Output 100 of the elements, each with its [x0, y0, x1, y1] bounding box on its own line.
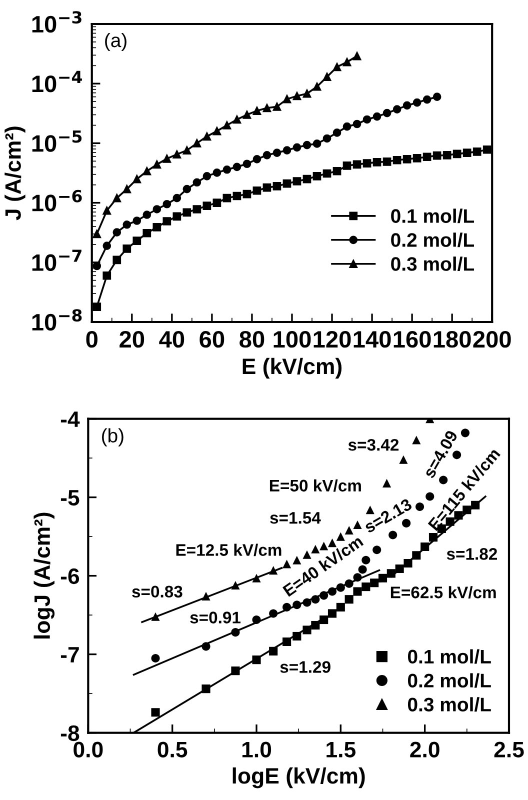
point: [320, 615, 328, 624]
point: [342, 122, 352, 131]
point: [202, 592, 210, 600]
point: [122, 220, 132, 229]
point: [272, 182, 282, 190]
x-tick-label: 40: [159, 330, 184, 348]
point: [231, 580, 240, 590]
legend-label: 0.1 mol/L: [391, 208, 474, 224]
x-tick-label: 100: [274, 330, 311, 348]
y-tick-label: 10$^{−5}$: [32, 130, 82, 152]
y-tick-label: -6: [60, 568, 80, 584]
point: [142, 210, 152, 219]
point: [231, 666, 240, 676]
x-tick-label: 2.5: [494, 742, 524, 758]
legend-label: 0.3 mol/L: [408, 697, 491, 712]
point: [282, 179, 292, 188]
point: [242, 110, 252, 119]
point: [370, 578, 379, 588]
point: [151, 612, 160, 621]
point: [132, 174, 142, 184]
point: [292, 632, 302, 641]
y-axis-title: J (A/cm²): [4, 126, 26, 220]
point: [269, 566, 278, 575]
point: [282, 637, 292, 646]
point: [282, 602, 292, 612]
point: [202, 202, 212, 210]
annotation: (b): [102, 428, 124, 446]
point: [242, 160, 252, 168]
x-tick-label: 200: [473, 330, 511, 348]
x-axis-title: logE (kV/cm): [232, 767, 365, 788]
point: [302, 174, 312, 184]
point: [382, 108, 392, 118]
point: [172, 194, 182, 202]
point: [302, 550, 312, 559]
point: [412, 551, 421, 560]
point: [344, 526, 354, 535]
point: [352, 52, 362, 60]
annotation: (a): [105, 32, 126, 52]
point: [212, 126, 222, 136]
legend-label: 0.1 mol/L: [408, 649, 491, 664]
point: [336, 583, 345, 592]
point: [332, 166, 342, 176]
y-tick-label: -4: [60, 412, 80, 427]
point: [420, 542, 430, 552]
point: [122, 184, 132, 194]
point: [252, 106, 262, 115]
point: [336, 602, 345, 612]
x-tick-label: 0: [86, 330, 98, 348]
point: [399, 455, 408, 464]
point: [172, 150, 182, 159]
annotation: s=1.29: [280, 661, 330, 673]
point: [262, 150, 272, 160]
point: [322, 134, 332, 143]
point: [332, 128, 342, 137]
point: [162, 154, 172, 163]
point: [322, 169, 332, 178]
point: [353, 573, 362, 582]
point: [382, 157, 392, 166]
point: [232, 162, 242, 172]
point: [302, 626, 312, 634]
point: [92, 302, 102, 311]
point: [342, 161, 352, 170]
point: [328, 587, 337, 596]
x-tick-label: 140: [354, 330, 391, 348]
point: [382, 478, 392, 488]
point: [292, 556, 302, 564]
point: [344, 595, 354, 604]
point: [372, 546, 382, 554]
point: [452, 150, 462, 158]
point: [172, 212, 182, 221]
point: [112, 228, 122, 236]
point: [353, 587, 362, 596]
x-tick-label: 1.5: [326, 742, 356, 758]
point: [112, 256, 122, 264]
point: [352, 120, 362, 128]
point: [152, 160, 162, 169]
point: [272, 102, 282, 111]
point: [102, 242, 112, 250]
point: [132, 216, 142, 225]
point: [202, 684, 210, 694]
x-tick-label: 160: [394, 330, 431, 348]
legend-label: 0.3 mol/L: [391, 256, 474, 272]
point: [252, 615, 261, 624]
point: [212, 198, 222, 207]
point: [402, 154, 412, 164]
point: [344, 579, 354, 588]
point: [269, 646, 278, 656]
y-tick-label: 10$^{−3}$: [32, 11, 82, 33]
point: [460, 428, 470, 438]
point: [222, 121, 232, 130]
point: [102, 271, 112, 280]
annotation: E=12.5 kV/cm: [176, 544, 282, 556]
point: [412, 436, 421, 444]
point: [192, 139, 202, 148]
point: [422, 152, 432, 162]
point: [422, 95, 432, 104]
x-tick-label: 0.0: [74, 742, 103, 758]
x-tick-label: 180: [434, 330, 471, 348]
point: [222, 194, 232, 202]
point: [102, 206, 112, 215]
